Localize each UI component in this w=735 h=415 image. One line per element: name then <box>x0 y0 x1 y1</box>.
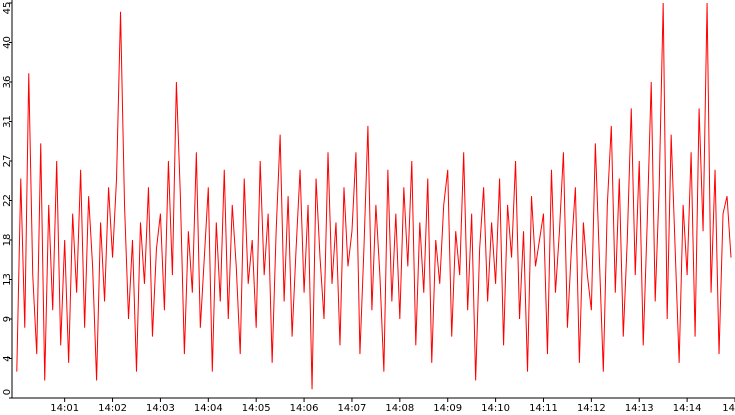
x-tick-label: 14:07 <box>338 403 367 414</box>
x-tick-label: 14:08 <box>385 403 414 414</box>
y-tick-label: 18 <box>2 234 13 247</box>
x-tick-label: 14:02 <box>98 403 127 414</box>
y-tick-label: 40 <box>2 36 13 49</box>
y-tick-label: 13 <box>2 273 13 286</box>
x-tick-label: 14:14 <box>673 403 702 414</box>
x-tick-label: 14:13 <box>625 403 654 414</box>
data-line <box>16 2 732 390</box>
y-tick-label: 4 <box>2 355 13 361</box>
x-tick-label: 14:12 <box>577 403 606 414</box>
x-tick-label: 14:06 <box>290 403 319 414</box>
y-tick-label: 27 <box>2 155 13 168</box>
y-tick-label: 9 <box>2 316 13 322</box>
x-tick-label: 14:04 <box>194 403 223 414</box>
y-tick-label: 36 <box>2 76 13 89</box>
y-tick-label: 31 <box>2 115 13 128</box>
x-tick-label: 14:05 <box>242 403 271 414</box>
y-tick-label: 22 <box>2 194 13 207</box>
y-tick-label: 45 <box>2 2 13 15</box>
x-tick-label: 14:03 <box>146 403 175 414</box>
y-tick-label: 0 <box>2 389 13 395</box>
x-tick-label: 14:10 <box>481 403 510 414</box>
x-tick-label: 14:01 <box>50 403 79 414</box>
x-tick-label: 14:09 <box>433 403 462 414</box>
x-tick-label: 14 <box>722 403 735 414</box>
x-tick-label: 14:11 <box>529 403 558 414</box>
